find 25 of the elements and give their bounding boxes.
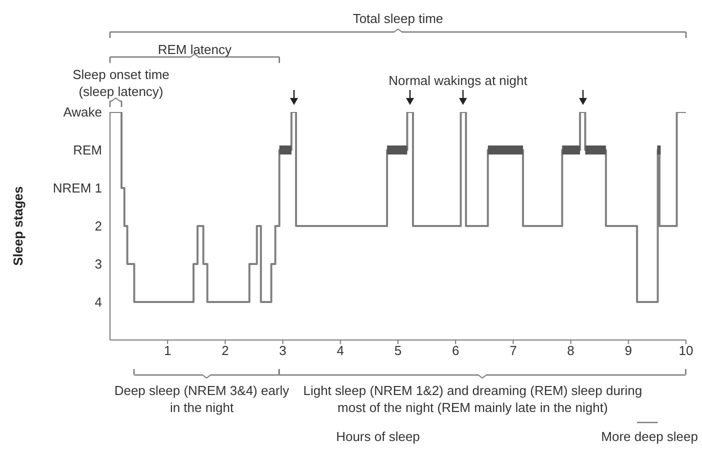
y-tick-label: NREM 1 xyxy=(52,180,102,196)
text: Normal wakings at night xyxy=(388,72,528,89)
x-tick-label: 1 xyxy=(164,343,172,358)
y-tick-label: 4 xyxy=(94,294,102,310)
x-tick-label: 10 xyxy=(678,343,694,358)
text: Total sleep time xyxy=(352,10,444,27)
x-tick-label: 9 xyxy=(624,343,632,358)
x-tick-label: 5 xyxy=(394,343,402,358)
y-axis-title: Sleep stages xyxy=(10,186,26,266)
y-tick-label: 3 xyxy=(94,256,102,272)
y-tick-label: 2 xyxy=(94,218,102,234)
text: REM latency xyxy=(156,41,233,58)
x-tick-label: 4 xyxy=(336,343,344,358)
text: Light sleep (NREM 1&2) and dreaming (REM) sleep during most of the night (REM mainly late in the night) xyxy=(302,382,644,416)
x-tick-label: 6 xyxy=(452,343,460,358)
x-tick-label: 3 xyxy=(279,343,286,358)
y-tick-label: REM xyxy=(73,142,102,158)
text: Hours of sleep xyxy=(335,428,421,445)
x-tick-label: 2 xyxy=(222,343,229,358)
text: Sleep onset time (sleep latency) xyxy=(72,66,170,100)
x-tick-label: 7 xyxy=(510,343,517,358)
text: Deep sleep (NREM 3&4) early in the night xyxy=(114,382,290,416)
x-tick-label: 8 xyxy=(567,343,574,358)
text: More deep sleep xyxy=(600,428,698,445)
y-tick-label: Awake xyxy=(63,104,102,120)
